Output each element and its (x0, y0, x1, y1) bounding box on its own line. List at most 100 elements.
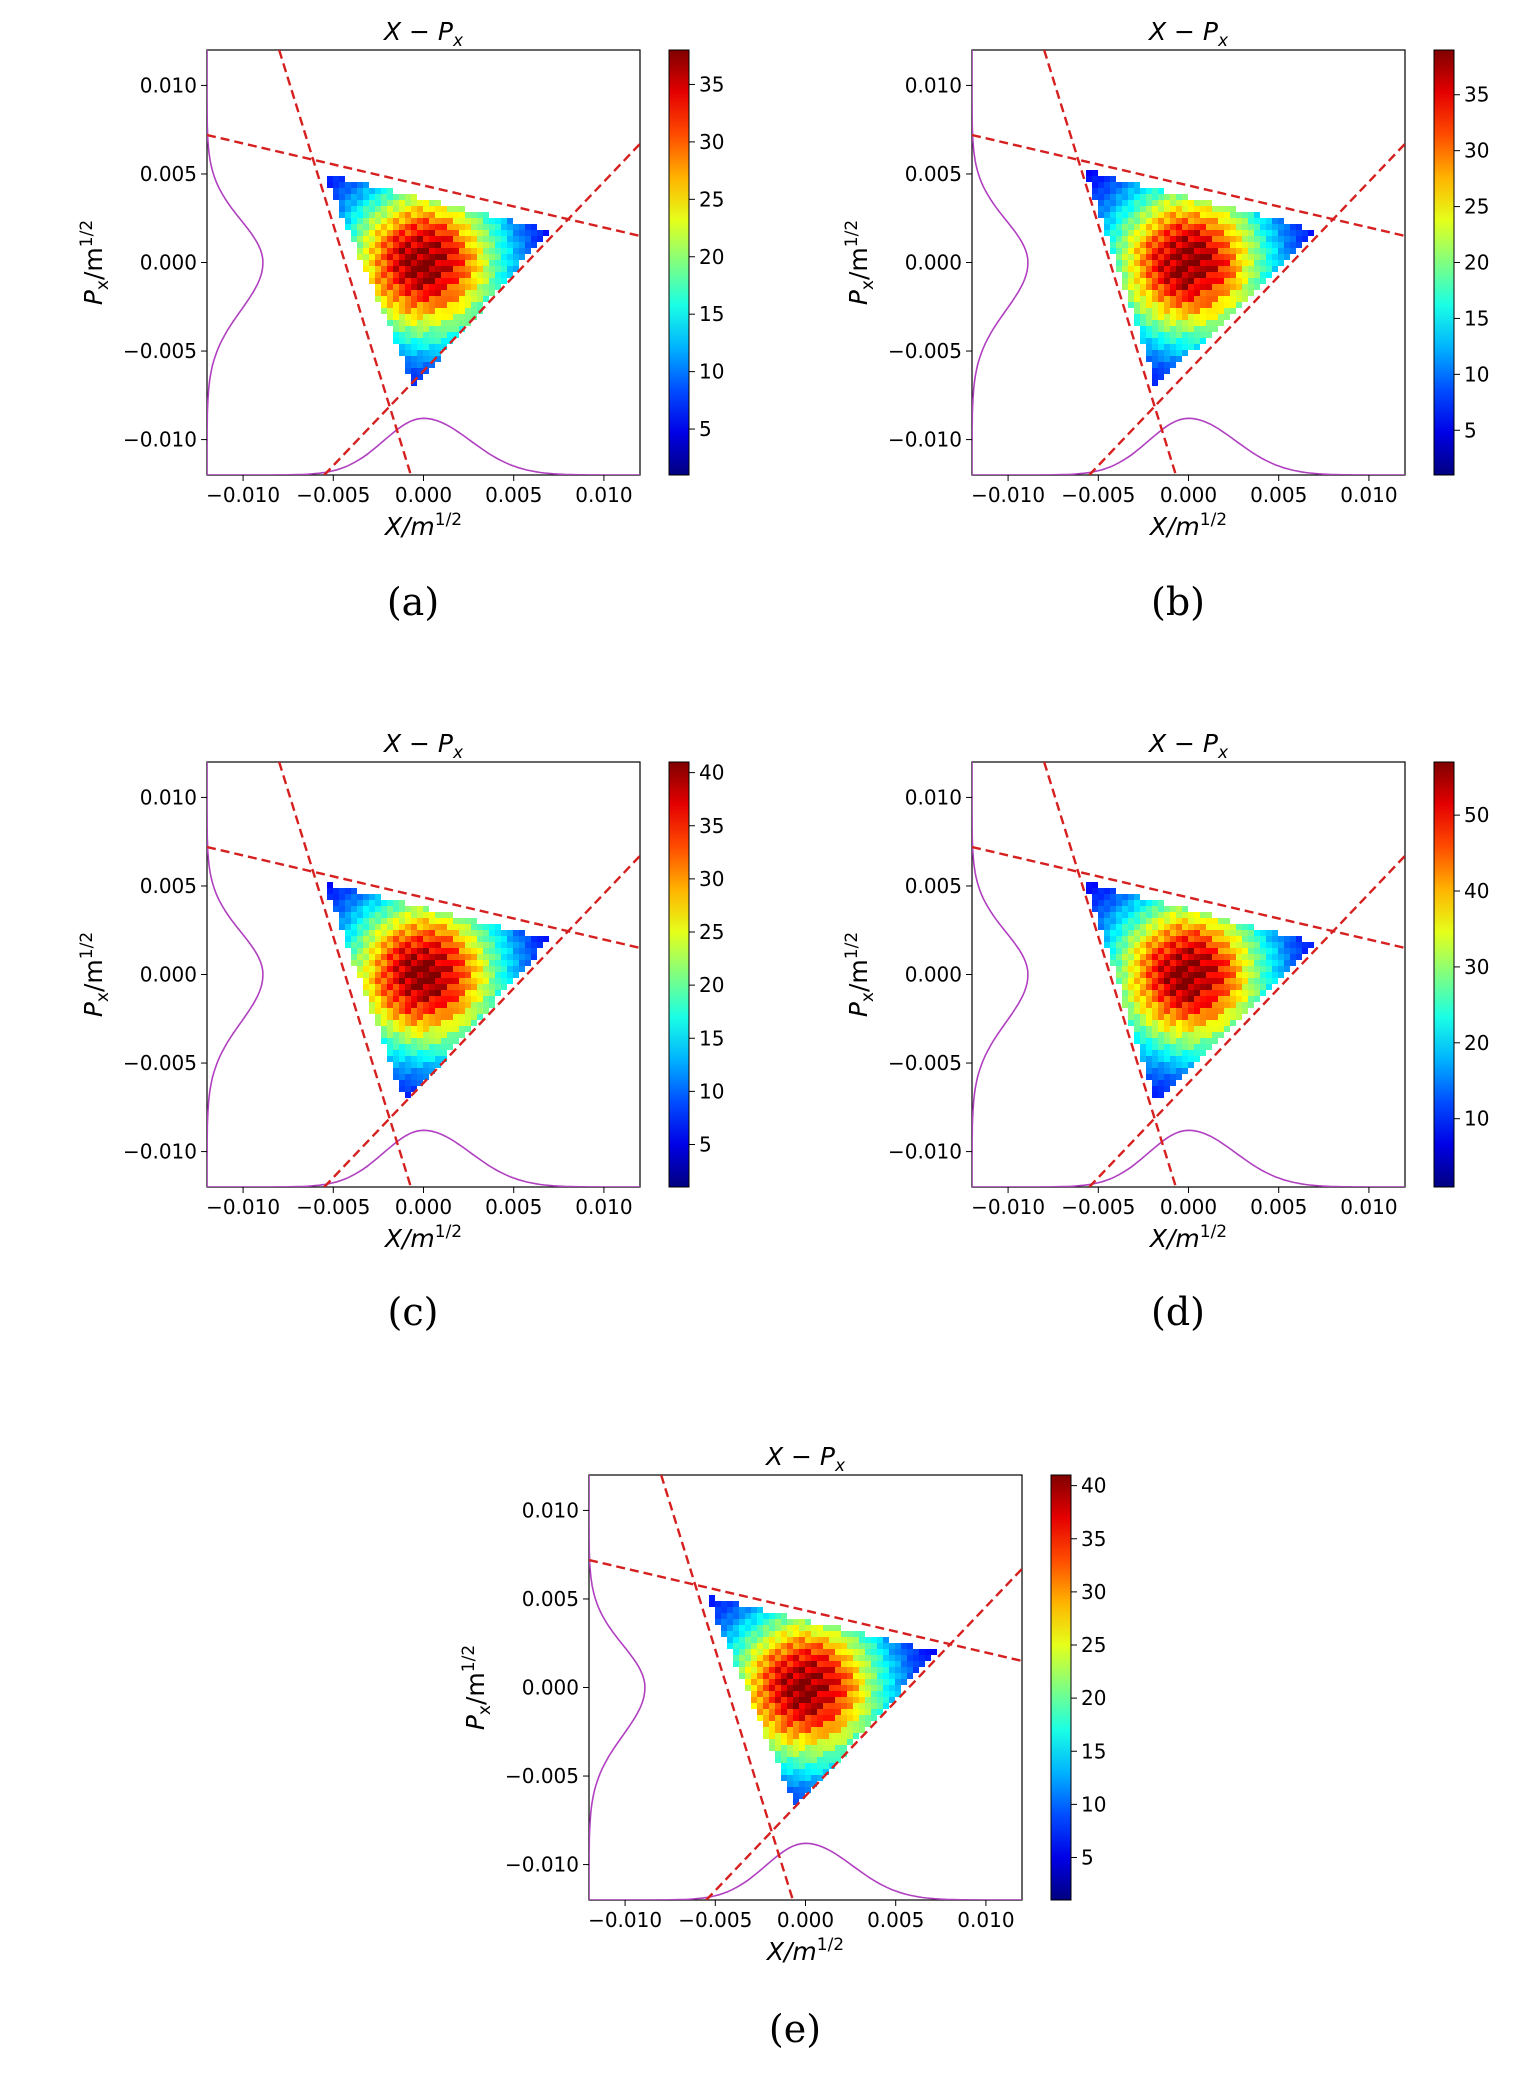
marginal-p (207, 762, 264, 1187)
colorbar-tick-label: 25 (699, 920, 724, 944)
x-tick-label: 0.005 (867, 1908, 924, 1932)
y-tick-label: 0.000 (905, 963, 962, 987)
y-tick-label: 0.000 (522, 1676, 579, 1700)
colorbar-tick-label: 5 (699, 1133, 712, 1157)
y-tick-label: −0.005 (888, 1051, 962, 1075)
marginal-x (972, 417, 1405, 475)
x-tick-label: 0.005 (1250, 483, 1307, 507)
y-tick-label: −0.010 (123, 1140, 197, 1164)
y-tick-label: 0.005 (140, 874, 197, 898)
y-axis-label: Px/m1/2 (77, 220, 113, 305)
colorbar-tick-label: 40 (699, 761, 724, 785)
marginals (972, 762, 1405, 1187)
colorbar-tick-label: 5 (1464, 418, 1477, 442)
y-tick-label: 0.000 (140, 251, 197, 275)
boundary-line-2 (1088, 143, 1405, 475)
colorbar-tick-label: 25 (699, 187, 724, 211)
colorbar: 5 10 15 20 25 30 35 40 (668, 761, 724, 1188)
heatmap (1086, 170, 1314, 386)
panel-2: −0.010 −0.005 0.000 0.005 0.010 −0.010 −0.005 0… (77, 729, 724, 1334)
y-tick-label: −0.005 (888, 339, 962, 363)
panel-3: −0.010 −0.005 0.000 0.005 0.010 −0.010 −0.005 0… (842, 729, 1489, 1334)
y-tick-label: 0.010 (140, 785, 197, 809)
colorbar: 5 10 15 20 25 30 35 40 (1050, 1474, 1106, 1901)
y-tick-label: −0.005 (123, 1051, 197, 1075)
colorbar-tick-label: 30 (1464, 955, 1489, 979)
colorbar-tick-label: 15 (1464, 306, 1489, 330)
marginals (207, 762, 640, 1187)
boundary-line-0 (1043, 762, 1178, 1187)
boundary-line-2 (323, 855, 640, 1187)
y-tick-label: 0.010 (905, 785, 962, 809)
x-tick-label: −0.010 (206, 1195, 280, 1219)
colorbar-tick-label: 30 (699, 867, 724, 891)
y-tick-label: −0.010 (505, 1853, 579, 1877)
panel-1: −0.010 −0.005 0.000 0.005 0.010 −0.010 −0.005 0… (842, 17, 1489, 624)
colorbar-tick-label: 35 (699, 814, 724, 838)
colorbar-tick-label: 10 (699, 360, 724, 384)
heatmap (327, 882, 549, 1098)
boundary-line-0 (1043, 50, 1178, 475)
x-tick-label: 0.005 (485, 483, 542, 507)
x-tick-label: 0.010 (575, 1195, 632, 1219)
chart-title: X − Px (764, 1442, 846, 1476)
chart-title: X − Px (382, 17, 464, 51)
panel-caption: (a) (387, 580, 439, 624)
x-tick-label: −0.010 (206, 483, 280, 507)
colorbar-tick-label: 15 (699, 302, 724, 326)
boundary-line-2 (323, 143, 640, 475)
colorbar-gradient (668, 761, 690, 1188)
panel-caption: (e) (769, 2007, 821, 2051)
marginal-p (207, 50, 264, 475)
y-axis-label: Px/m1/2 (842, 932, 878, 1017)
x-tick-label: −0.010 (971, 1195, 1045, 1219)
x-tick-label: −0.005 (678, 1908, 752, 1932)
heatmap (327, 176, 549, 386)
x-tick-label: 0.010 (1340, 483, 1397, 507)
colorbar-tick-label: 20 (699, 973, 724, 997)
colorbar-tick-label: 15 (1081, 1739, 1106, 1763)
y-tick-label: −0.010 (123, 428, 197, 452)
y-tick-label: 0.010 (905, 73, 962, 97)
x-tick-label: 0.005 (1250, 1195, 1307, 1219)
y-axis-label: Px/m1/2 (842, 220, 878, 305)
marginal-x (207, 417, 640, 475)
x-tick-label: 0.010 (1340, 1195, 1397, 1219)
colorbar-tick-label: 10 (1464, 1107, 1489, 1131)
colorbar-tick-label: 30 (699, 130, 724, 154)
panel-caption: (d) (1151, 1290, 1205, 1334)
x-tick-label: 0.000 (1160, 1195, 1217, 1219)
x-tick-label: 0.005 (485, 1195, 542, 1219)
x-tick-label: 0.000 (395, 1195, 452, 1219)
x-axis-label: X/m1/2 (765, 1935, 844, 1966)
x-tick-label: 0.010 (575, 483, 632, 507)
colorbar-gradient (668, 49, 690, 476)
x-tick-label: 0.000 (777, 1908, 834, 1932)
y-axis-label: Px/m1/2 (459, 1645, 495, 1730)
colorbar-tick-label: 5 (1081, 1846, 1094, 1870)
marginal-p (972, 762, 1029, 1187)
x-tick-label: −0.005 (296, 1195, 370, 1219)
x-axis-label: X/m1/2 (383, 510, 462, 541)
colorbar-tick-label: 35 (699, 72, 724, 96)
colorbar-tick-label: 40 (1464, 879, 1489, 903)
colorbar-tick-label: 40 (1081, 1474, 1106, 1498)
marginal-x (207, 1129, 640, 1187)
colorbar-gradient (1433, 761, 1455, 1188)
y-tick-label: −0.005 (505, 1764, 579, 1788)
colorbar-gradient (1050, 1474, 1072, 1901)
panel-caption: (c) (388, 1290, 439, 1334)
x-tick-label: −0.005 (1061, 1195, 1135, 1219)
colorbar-tick-label: 5 (699, 417, 712, 441)
marginal-p (972, 50, 1029, 475)
colorbar: 5 10 15 20 25 30 35 (668, 49, 724, 476)
panel-0: −0.010 −0.005 0.000 0.005 0.010 −0.010 −0.005 0… (77, 17, 724, 624)
colorbar: 5 10 15 20 25 30 35 (1433, 49, 1489, 476)
x-tick-label: 0.000 (1160, 483, 1217, 507)
chart-title: X − Px (1147, 729, 1229, 763)
colorbar-gradient (1433, 49, 1455, 476)
colorbar-tick-label: 15 (699, 1026, 724, 1050)
colorbar-tick-label: 25 (1464, 195, 1489, 219)
marginals (207, 50, 640, 475)
